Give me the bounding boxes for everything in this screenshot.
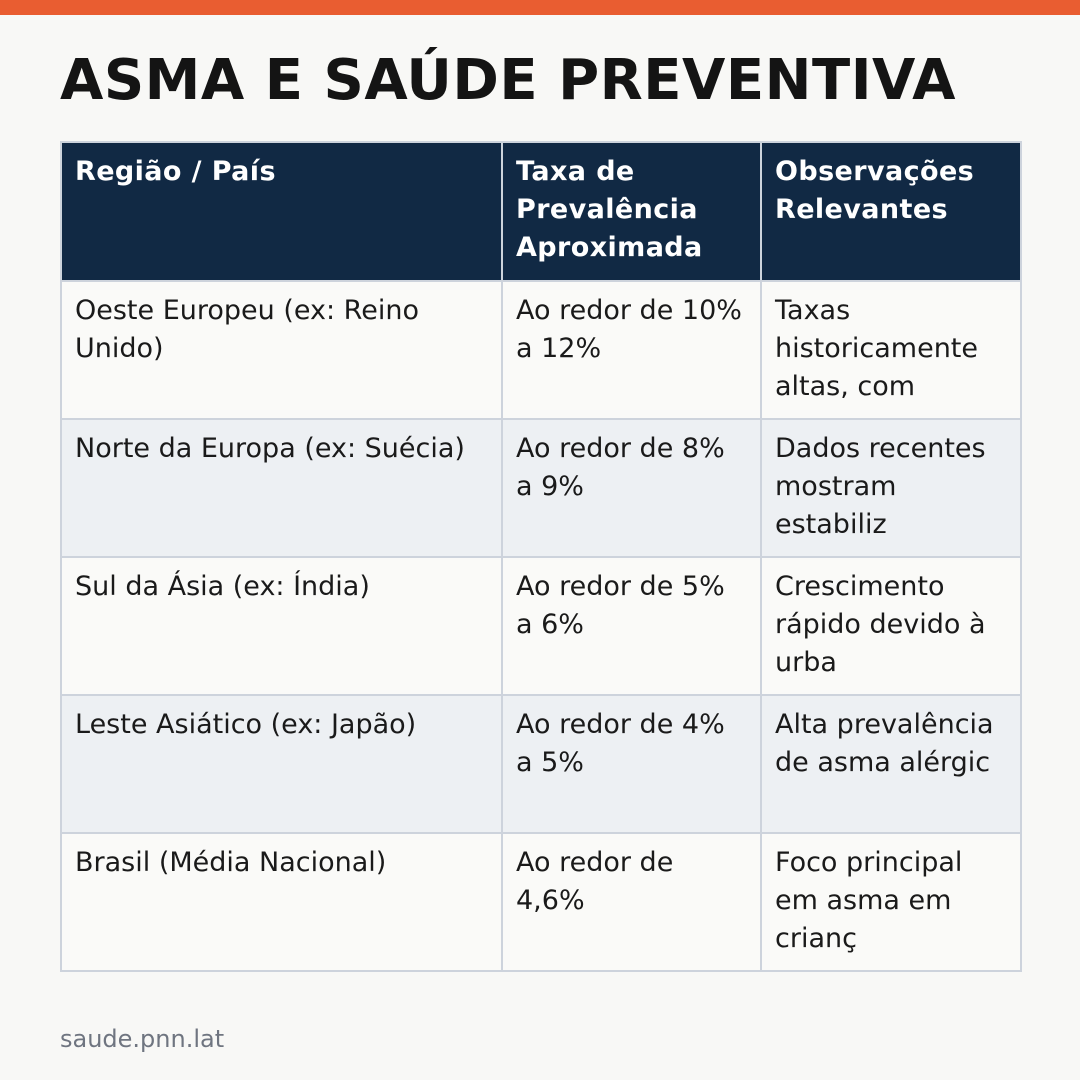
cell-observations: Crescimento rápido devido à urba xyxy=(760,556,1022,696)
cell-prevalence: Ao redor de 5% a 6% xyxy=(501,556,762,696)
cell-region: Sul da Ásia (ex: Índia) xyxy=(60,556,503,696)
table-row: Oeste Europeu (ex: Reino Unido) Ao redor… xyxy=(60,280,1022,420)
header-prevalence: Taxa de Prevalência Aproximada xyxy=(501,141,762,282)
cell-observations: Dados recentes mostram estabiliz xyxy=(760,418,1022,558)
table-row: Norte da Europa (ex: Suécia) Ao redor de… xyxy=(60,418,1022,558)
cell-prevalence: Ao redor de 10% a 12% xyxy=(501,280,762,420)
table-header-row: Região / País Taxa de Prevalência Aproxi… xyxy=(60,141,1022,282)
page-title: ASMA E SAÚDE PREVENTIVA xyxy=(60,48,956,113)
cell-observations: Taxas historicamente altas, com xyxy=(760,280,1022,420)
cell-region: Oeste Europeu (ex: Reino Unido) xyxy=(60,280,503,420)
cell-observations: Foco principal em asma em crianç xyxy=(760,832,1022,972)
cell-region: Leste Asiático (ex: Japão) xyxy=(60,694,503,834)
table-row: Brasil (Média Nacional) Ao redor de 4,6%… xyxy=(60,832,1022,972)
cell-observations: Alta prevalência de asma alérgic xyxy=(760,694,1022,834)
footer-site-url: saude.pnn.lat xyxy=(60,1025,225,1053)
table-row: Sul da Ásia (ex: Índia) Ao redor de 5% a… xyxy=(60,556,1022,696)
header-observations: Observações Relevantes xyxy=(760,141,1022,282)
cell-region: Brasil (Média Nacional) xyxy=(60,832,503,972)
cell-prevalence: Ao redor de 8% a 9% xyxy=(501,418,762,558)
cell-prevalence: Ao redor de 4% a 5% xyxy=(501,694,762,834)
cell-region: Norte da Europa (ex: Suécia) xyxy=(60,418,503,558)
accent-bar xyxy=(0,0,1080,15)
prevalence-table: Região / País Taxa de Prevalência Aproxi… xyxy=(60,141,1022,972)
table-row: Leste Asiático (ex: Japão) Ao redor de 4… xyxy=(60,694,1022,834)
header-region: Região / País xyxy=(60,141,503,282)
cell-prevalence: Ao redor de 4,6% xyxy=(501,832,762,972)
